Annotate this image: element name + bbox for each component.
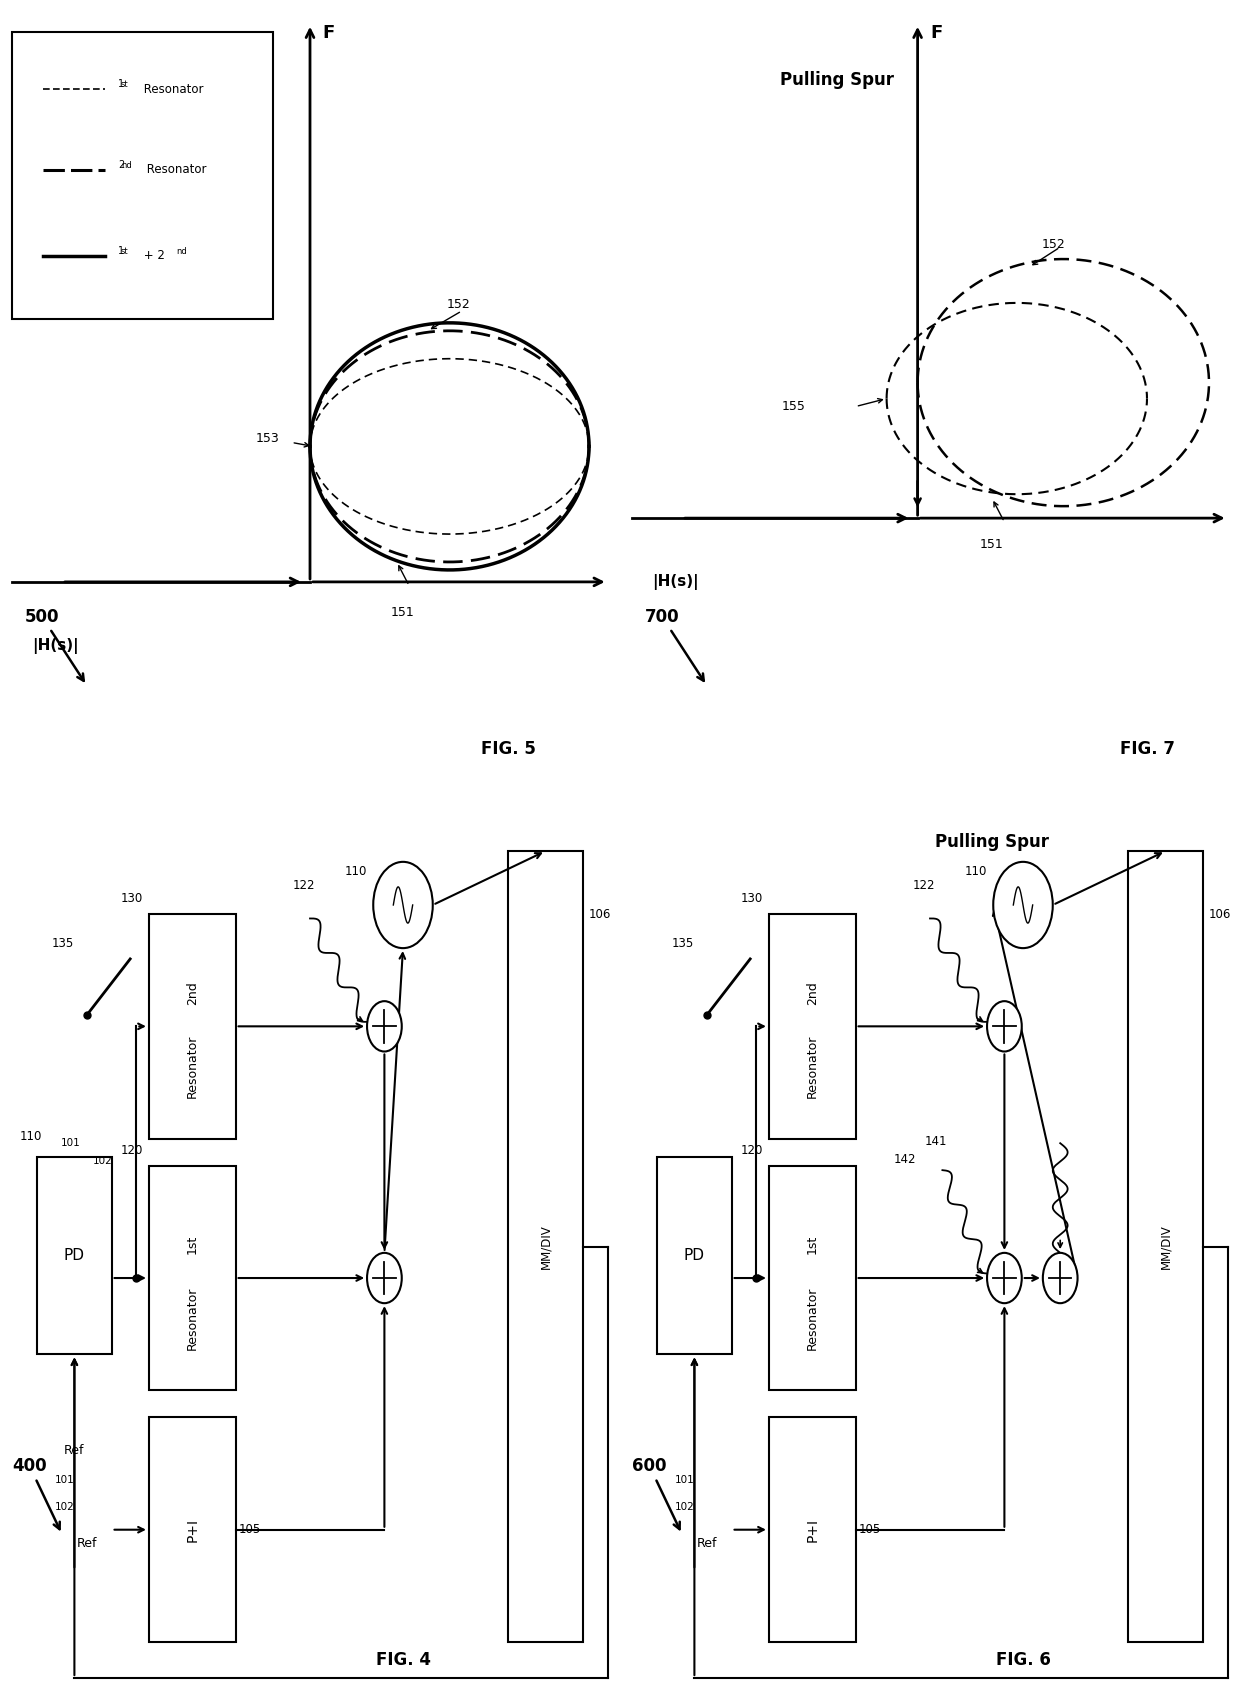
Text: 1st: 1st (806, 1235, 818, 1253)
Text: 141: 141 (925, 1135, 947, 1148)
Text: |H(s)|: |H(s)| (32, 638, 79, 653)
Text: 105: 105 (858, 1523, 880, 1537)
Text: 152: 152 (1042, 237, 1065, 251)
Circle shape (373, 862, 433, 948)
Text: 106: 106 (1209, 907, 1231, 921)
Text: |H(s)|: |H(s)| (652, 573, 699, 590)
Bar (37, 1157, 112, 1355)
Bar (149, 1165, 236, 1391)
Text: F: F (322, 24, 335, 42)
Text: Resonator: Resonator (186, 1287, 198, 1350)
Text: Ref: Ref (64, 1445, 84, 1457)
Text: 153: 153 (255, 432, 279, 444)
Text: 2: 2 (118, 159, 124, 170)
Text: Resonator: Resonator (806, 1035, 818, 1099)
Text: 2nd: 2nd (186, 980, 198, 1004)
Text: 105: 105 (238, 1523, 260, 1537)
Text: 1: 1 (118, 80, 124, 90)
Bar (149, 914, 236, 1138)
Text: 122: 122 (293, 879, 315, 892)
Text: MM/DIV: MM/DIV (1159, 1225, 1172, 1269)
Circle shape (987, 1001, 1022, 1052)
Text: 700: 700 (645, 607, 704, 680)
Text: 2nd: 2nd (806, 980, 818, 1004)
Text: Pulling Spur: Pulling Spur (935, 833, 1049, 851)
Text: 130: 130 (120, 892, 143, 906)
Text: 1: 1 (118, 246, 124, 256)
Text: 400: 400 (12, 1457, 60, 1530)
Text: st: st (122, 80, 129, 90)
Text: 151: 151 (391, 605, 414, 619)
Circle shape (987, 1253, 1022, 1303)
Text: st: st (122, 246, 129, 256)
Text: 151: 151 (980, 538, 1003, 551)
Text: 102: 102 (675, 1503, 694, 1513)
Text: MM/DIV: MM/DIV (539, 1225, 552, 1269)
Circle shape (993, 862, 1053, 948)
Bar (769, 914, 856, 1138)
Circle shape (1043, 1253, 1078, 1303)
Bar (769, 1418, 856, 1642)
Text: Resonator: Resonator (143, 163, 206, 176)
Text: 152: 152 (446, 298, 470, 310)
Text: P+I: P+I (185, 1518, 200, 1542)
Text: P+I: P+I (805, 1518, 820, 1542)
Text: 102: 102 (55, 1503, 74, 1513)
Text: FIG. 6: FIG. 6 (996, 1650, 1050, 1669)
Text: 101: 101 (675, 1476, 694, 1486)
Circle shape (367, 1001, 402, 1052)
Text: + 2: + 2 (139, 249, 165, 263)
Text: Resonator: Resonator (806, 1287, 818, 1350)
Text: 101: 101 (55, 1476, 74, 1486)
Bar (657, 1157, 732, 1355)
Text: 110: 110 (345, 865, 367, 879)
Text: nd: nd (122, 161, 131, 170)
Bar (508, 851, 583, 1642)
Text: FIG. 7: FIG. 7 (1120, 739, 1174, 758)
Text: 142: 142 (894, 1153, 916, 1165)
Text: 122: 122 (913, 879, 935, 892)
Text: PD: PD (64, 1248, 84, 1264)
Text: 120: 120 (120, 1143, 143, 1157)
Text: 101: 101 (61, 1138, 81, 1148)
Text: PD: PD (684, 1248, 704, 1264)
Text: nd: nd (177, 246, 187, 256)
Text: FIG. 5: FIG. 5 (481, 739, 536, 758)
Bar (1128, 851, 1203, 1642)
Text: 600: 600 (632, 1457, 680, 1530)
Text: Resonator: Resonator (139, 83, 203, 95)
Text: 135: 135 (672, 936, 694, 950)
Bar (149, 1418, 236, 1642)
Text: 130: 130 (740, 892, 763, 906)
Text: 120: 120 (740, 1143, 763, 1157)
Text: 102: 102 (93, 1155, 113, 1165)
Circle shape (367, 1253, 402, 1303)
Text: FIG. 4: FIG. 4 (376, 1650, 430, 1669)
Bar (12, 32, 273, 319)
Text: 106: 106 (589, 907, 611, 921)
Text: 500: 500 (25, 607, 84, 680)
Text: F: F (930, 24, 942, 42)
Text: 110: 110 (965, 865, 987, 879)
Text: Resonator: Resonator (186, 1035, 198, 1099)
Text: 155: 155 (782, 400, 806, 414)
Text: 1st: 1st (186, 1235, 198, 1253)
Text: 110: 110 (20, 1130, 42, 1143)
Text: Ref: Ref (77, 1537, 97, 1550)
Bar (769, 1165, 856, 1391)
Text: 135: 135 (52, 936, 74, 950)
Text: Pulling Spur: Pulling Spur (780, 71, 894, 88)
Text: Ref: Ref (697, 1537, 717, 1550)
